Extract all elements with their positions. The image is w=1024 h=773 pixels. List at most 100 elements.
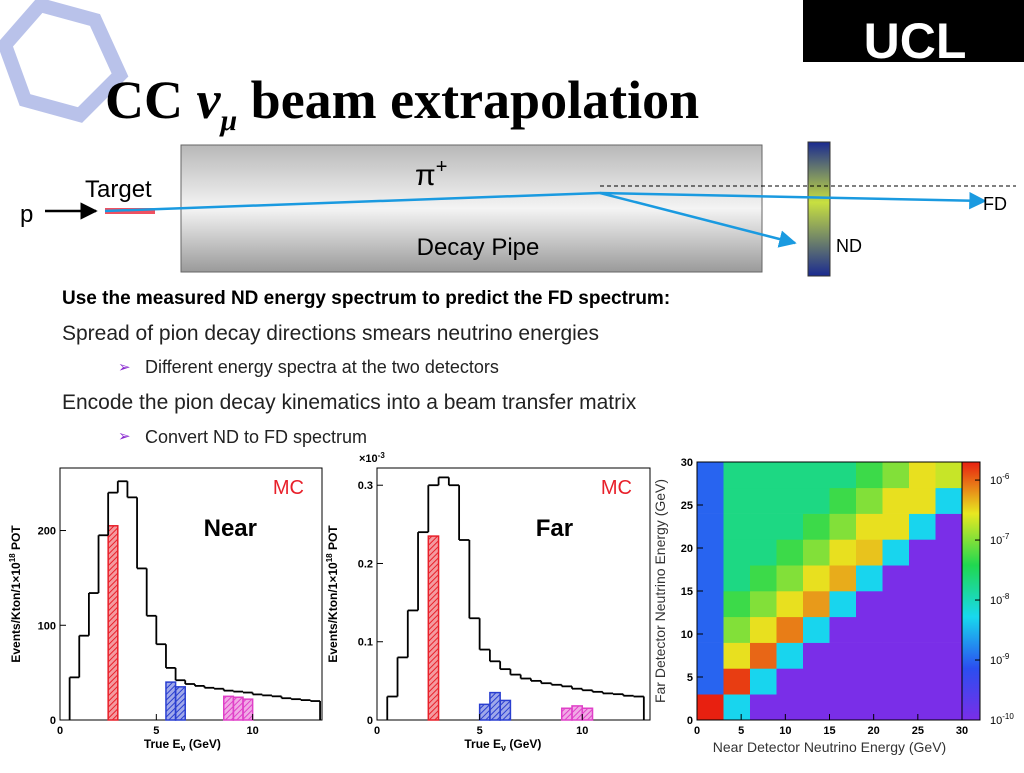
hatched-bar: [560, 707, 573, 721]
text-part: Events/Kton/1×10: [9, 562, 23, 663]
cell: [856, 539, 883, 566]
proton-label: p: [20, 201, 33, 228]
cell: [776, 694, 804, 721]
y-tick-label: 25: [681, 500, 693, 512]
cell: [882, 616, 910, 643]
colorbar-base: 10: [990, 535, 1002, 547]
text-part: μ: [218, 104, 237, 137]
cell: [697, 591, 724, 618]
cell: [803, 565, 830, 592]
cell: [882, 668, 910, 695]
cell: [803, 462, 830, 489]
x-tick-label: 5: [153, 725, 159, 737]
cell: [803, 513, 830, 540]
hatched-bar: [489, 691, 501, 721]
text-part: True E: [144, 737, 181, 751]
cell: [750, 462, 777, 489]
cell: [856, 668, 883, 695]
y-axis-label: Far Detector Neutrino Energy (GeV): [652, 479, 668, 703]
colorbar-exponent: -9: [1002, 652, 1010, 661]
panel-title: Far: [536, 515, 573, 542]
cell: [909, 565, 936, 592]
cell: [909, 462, 936, 489]
hatched-bar: [174, 686, 186, 721]
cell: [935, 565, 963, 592]
colorbar-label: 10-9: [990, 652, 1010, 667]
cell: [723, 591, 751, 618]
x-axis-label: True Eν (GeV): [464, 737, 541, 753]
cell: [935, 462, 963, 489]
cell: [776, 513, 804, 540]
title: CC νμ beam extrapolation: [105, 70, 699, 137]
x-tick-label: 5: [477, 725, 483, 737]
colorbar-base: 10: [990, 475, 1002, 487]
cell: [776, 462, 804, 489]
y-tick-label: 0: [367, 715, 373, 727]
cell: [882, 642, 910, 669]
cell: [829, 462, 857, 489]
cell: [723, 565, 751, 592]
sub-bullet-icon: ➢: [118, 428, 131, 445]
hatched-bar: [107, 525, 119, 721]
pion-label: π+: [415, 156, 447, 192]
hatched-bar: [165, 681, 177, 721]
x-tick-label: 10: [779, 725, 791, 737]
bin-edges: [386, 477, 645, 720]
plot-frame: [376, 467, 651, 721]
text-part: ×10: [359, 453, 378, 465]
cell: [935, 668, 963, 695]
hatched-bar: [242, 698, 254, 721]
x-tick-label: 10: [247, 725, 259, 737]
x-tick-label: 15: [823, 725, 835, 737]
x-tick-label: 10: [576, 725, 588, 737]
cell: [723, 513, 751, 540]
cell: [697, 539, 724, 566]
cell: [935, 513, 963, 540]
cell: [750, 668, 777, 695]
cell: [803, 591, 830, 618]
text-part: (GeV): [186, 737, 221, 751]
cell: [750, 616, 777, 643]
cell: [935, 591, 963, 618]
cell: [776, 487, 804, 514]
y-tick-label: 5: [687, 672, 693, 684]
colorbar-exponent: -7: [1002, 532, 1010, 541]
cell: [697, 616, 724, 643]
y-axis-label: Events/Kton/1×1018 POT: [8, 525, 23, 663]
hatched-bar: [581, 707, 594, 721]
hatched-bar: [571, 705, 584, 721]
cell: [803, 616, 830, 643]
text-part: -3: [378, 451, 386, 460]
text-part: ν: [197, 70, 222, 130]
cell: [856, 565, 883, 592]
colorbar-base: 10: [990, 595, 1002, 607]
y-tick-label: 10: [681, 629, 693, 641]
cell: [882, 462, 910, 489]
cell: [856, 513, 883, 540]
y-tick-label: 30: [681, 457, 693, 469]
nu-near: [599, 191, 797, 248]
x-tick-label: 20: [868, 725, 880, 737]
colorbar-label: 10-10: [990, 712, 1014, 727]
cell: [803, 487, 830, 514]
cell: [776, 539, 804, 566]
pion-path: [104, 191, 601, 213]
cell: [935, 694, 963, 721]
colorbar-base: 10: [990, 715, 1002, 727]
cell: [829, 694, 857, 721]
hatched-bar: [499, 699, 512, 721]
colorbar-exponent: -10: [1002, 712, 1014, 721]
hatched-bar: [232, 696, 244, 721]
cell: [856, 694, 883, 721]
text-part: beam extrapolation: [237, 70, 699, 130]
sub-bullet: Different energy spectra at the two dete…: [145, 357, 499, 377]
annotation: MC: [601, 477, 632, 499]
x-tick-label: 0: [57, 725, 63, 737]
cell: [935, 642, 963, 669]
cell: [750, 694, 777, 721]
pion: π: [415, 159, 436, 192]
text-part: CC: [105, 70, 197, 130]
logo-box: [803, 0, 1024, 62]
hatched-bar: [478, 703, 491, 721]
